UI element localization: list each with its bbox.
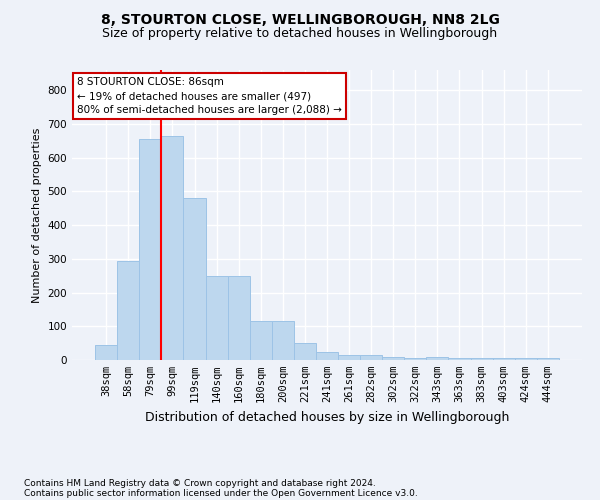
Text: Contains HM Land Registry data © Crown copyright and database right 2024.: Contains HM Land Registry data © Crown c… bbox=[24, 478, 376, 488]
Text: Contains public sector information licensed under the Open Government Licence v3: Contains public sector information licen… bbox=[24, 488, 418, 498]
Bar bbox=[139, 139, 161, 360]
X-axis label: Distribution of detached houses by size in Wellingborough: Distribution of detached houses by size … bbox=[145, 410, 509, 424]
Bar bbox=[227, 276, 250, 360]
Text: Size of property relative to detached houses in Wellingborough: Size of property relative to detached ho… bbox=[103, 28, 497, 40]
Bar bbox=[316, 352, 338, 360]
Bar bbox=[294, 343, 316, 360]
Bar bbox=[250, 321, 272, 360]
Bar bbox=[470, 358, 493, 360]
Text: 8 STOURTON CLOSE: 86sqm
← 19% of detached houses are smaller (497)
80% of semi-d: 8 STOURTON CLOSE: 86sqm ← 19% of detache… bbox=[77, 77, 342, 116]
Bar bbox=[360, 355, 382, 360]
Bar bbox=[493, 358, 515, 360]
Text: 8, STOURTON CLOSE, WELLINGBOROUGH, NN8 2LG: 8, STOURTON CLOSE, WELLINGBOROUGH, NN8 2… bbox=[101, 12, 499, 26]
Y-axis label: Number of detached properties: Number of detached properties bbox=[32, 128, 42, 302]
Bar bbox=[427, 356, 448, 360]
Bar bbox=[537, 358, 559, 360]
Bar bbox=[338, 355, 360, 360]
Bar bbox=[117, 260, 139, 360]
Bar bbox=[272, 321, 294, 360]
Bar bbox=[382, 358, 404, 360]
Bar bbox=[206, 276, 227, 360]
Bar bbox=[404, 358, 427, 360]
Bar bbox=[161, 136, 184, 360]
Bar bbox=[184, 198, 206, 360]
Bar bbox=[95, 345, 117, 360]
Bar bbox=[448, 358, 470, 360]
Bar bbox=[515, 358, 537, 360]
